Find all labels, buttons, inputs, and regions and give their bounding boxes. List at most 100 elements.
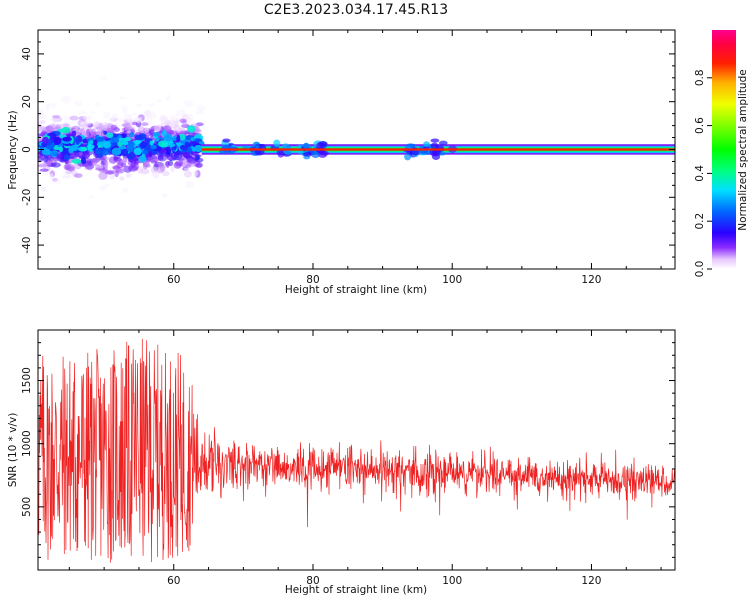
heatmap-cell [45, 127, 52, 134]
heatmap-cell [169, 122, 176, 128]
heatmap-cell [144, 127, 150, 133]
heatmap-cell [80, 127, 85, 134]
heatmap-cell [103, 141, 112, 149]
x-tick-label: 60 [167, 575, 180, 587]
heatmap-cell [68, 146, 74, 154]
heatmap-cell [102, 122, 109, 128]
heatmap-cell [318, 141, 328, 147]
colorbar-tick-label: 0.4 [694, 165, 706, 182]
heatmap-panel: 60 80 100 120 -40 -20 0 20 40 Height of straight… [7, 29, 676, 296]
y-tick-label: 0 [21, 146, 33, 153]
heatmap-cell [108, 118, 114, 123]
heatmap-cell [139, 141, 148, 149]
heatmap-cell [196, 105, 206, 112]
colorbar-tick-label: 0.2 [694, 213, 706, 230]
heatmap-cell [193, 138, 202, 143]
heatmap-cell [95, 102, 101, 108]
heatmap-cell [175, 160, 183, 167]
heatmap-cell [102, 169, 109, 173]
heatmap-cell [165, 160, 170, 168]
heatmap-cell [113, 157, 118, 162]
heatmap-cell [134, 134, 144, 141]
colorbar-tick-label: 0.8 [694, 69, 706, 86]
heatmap-cell [77, 111, 88, 115]
heatmap-cell [73, 100, 83, 107]
heatmap-cell [71, 158, 82, 164]
heatmap-cell [110, 124, 118, 131]
heatmap-cell [160, 122, 171, 126]
heatmap-cell [69, 115, 79, 121]
heatmap-cell [118, 96, 126, 100]
heatmap-cell [50, 162, 61, 168]
x-tick-label: 80 [306, 274, 319, 286]
heatmap-cell [62, 136, 72, 142]
heatmap-cell [150, 144, 157, 150]
snr-panel: 60 80 100 120 500 1000 1500 Height of straight… [7, 329, 676, 596]
heatmap-cell [59, 153, 64, 161]
heatmap-cell [138, 155, 147, 163]
heatmap-cell [201, 148, 675, 151]
heatmap-cell [117, 117, 124, 123]
x-tick-label: 100 [442, 274, 462, 286]
heatmap-cell [70, 152, 80, 157]
colorbar-gradient [712, 30, 736, 269]
heatmap-cell [195, 110, 206, 115]
heatmap-cell [430, 138, 440, 143]
heatmap-cell [94, 167, 105, 171]
heatmap-cell [172, 135, 177, 142]
heatmap-cell [115, 169, 125, 174]
heatmap-cell [122, 187, 129, 194]
heatmap-cell [157, 154, 167, 162]
heatmap-cell [60, 122, 71, 129]
heatmap-cell [40, 126, 46, 132]
colorbar: 0.0 0.2 0.4 0.6 0.8 Normalized spectral ampl… [694, 30, 749, 277]
heatmap-cell [106, 132, 114, 138]
heatmap-cell [179, 118, 187, 124]
heatmap-cell [132, 158, 139, 161]
heatmap-cell [222, 138, 231, 143]
heatmap-cell [169, 130, 174, 135]
heatmap-cell [90, 111, 96, 115]
heatmap-cell [52, 115, 61, 119]
heatmap-cell [59, 146, 63, 153]
heatmap-cell [184, 100, 194, 108]
heatmap-cell [283, 146, 293, 155]
heatmap-cell [142, 149, 149, 155]
x-tick-label: 120 [581, 274, 601, 286]
heatmap-cell [91, 158, 101, 164]
heatmap-cell [183, 170, 192, 178]
y-tick-label: 500 [21, 497, 33, 517]
heatmap-cell [54, 180, 62, 185]
heatmap-cell [187, 125, 196, 133]
heatmap-cell [159, 115, 168, 123]
heatmap-cell [94, 121, 100, 127]
heatmap-cell [183, 167, 190, 172]
heatmap-cell [47, 102, 57, 108]
snr-ylabel: SNR (10 * v/v) [7, 413, 19, 488]
y-tick-label: -40 [21, 237, 33, 254]
heatmap-cell [38, 133, 42, 138]
heatmap-cell [38, 156, 45, 163]
heatmap-cell [87, 144, 95, 150]
heatmap-cell [111, 113, 118, 120]
heatmap-cell [144, 164, 151, 168]
heatmap-cell [95, 136, 105, 142]
heatmap-cell [111, 147, 122, 156]
heatmap-cell [103, 111, 111, 120]
heatmap-cell [311, 150, 321, 159]
heatmap-cell [177, 127, 186, 132]
heatmap-cell [38, 163, 48, 168]
heatmap-cell [195, 155, 200, 160]
x-tick-label: 100 [442, 575, 462, 587]
heatmap-cell [165, 94, 171, 101]
heatmap-cell [155, 137, 160, 142]
heatmap-cell [82, 138, 89, 144]
heatmap-cell [175, 109, 185, 117]
heatmap-cell [273, 139, 281, 147]
heatmap-cell [125, 146, 136, 152]
heatmap-cell [303, 151, 313, 157]
heatmap-cell [124, 137, 131, 142]
heatmap-cell [61, 95, 72, 103]
heatmap-cell [130, 162, 140, 171]
heatmap-cell [122, 140, 129, 146]
